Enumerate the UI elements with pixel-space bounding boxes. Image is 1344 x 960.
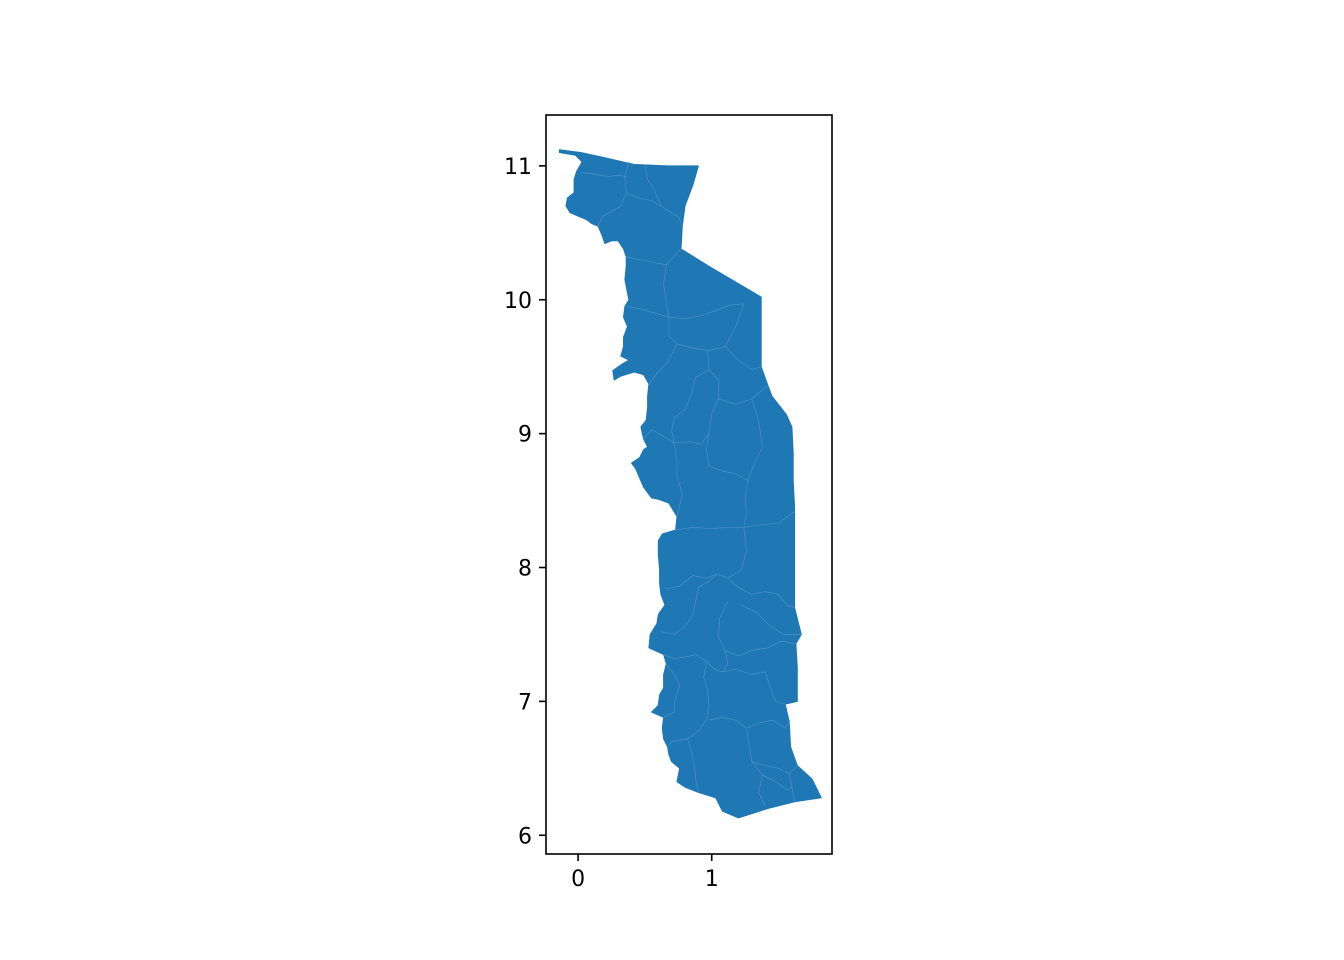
y-tick-label: 9 [518,423,532,448]
ticks-layer: 0 1 6 7 8 9 10 11 [504,155,719,892]
district-boundary [673,442,683,517]
district-boundary [663,663,680,718]
district-boundary [644,165,662,207]
district-boundary [660,573,718,635]
district-boundary [663,264,670,318]
y-tick-label: 11 [504,155,532,180]
map-layer [558,149,822,819]
district-boundary [740,604,802,635]
y-tick-label: 8 [518,557,532,582]
y-tick-label: 6 [518,824,532,849]
district-boundary [663,654,766,675]
district-boundary [706,433,748,481]
x-tick-label: 0 [571,867,585,892]
district-boundary [627,303,744,319]
district-boundary [580,172,627,177]
axes-frame [545,114,833,855]
district-boundary [643,398,719,445]
district-boundary [743,398,763,528]
district-boundary [724,346,762,370]
district-boundary [724,640,796,657]
district-boundary [667,661,710,748]
country-shape [558,149,822,819]
y-tick-label: 10 [504,289,532,314]
district-boundary [671,369,710,444]
district-boundary [648,343,678,385]
district-boundary [727,577,795,609]
district-boundary [708,717,790,729]
y-tick-label: 7 [518,690,532,715]
district-boundary [751,761,798,775]
district-boundary [746,728,766,806]
x-tick-label: 1 [705,867,719,892]
district-boundary [718,600,729,673]
district-boundary [687,738,699,793]
district-boundary [626,248,682,266]
district-boundary [764,671,786,705]
district-boundary [668,303,745,351]
district-boundary [762,774,793,791]
district-boundary [675,511,795,531]
